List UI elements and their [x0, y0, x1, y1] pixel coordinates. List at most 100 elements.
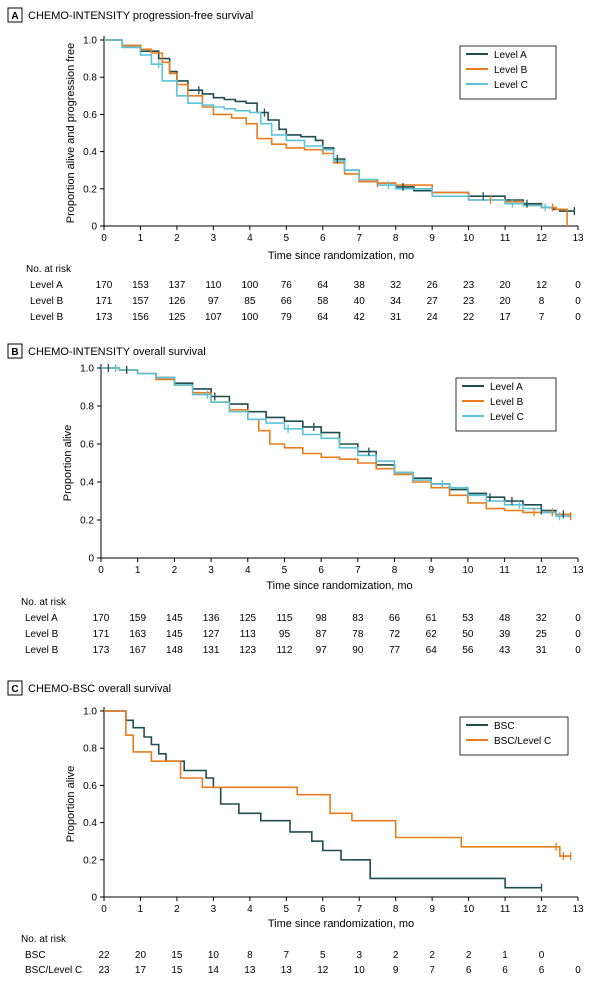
risk-value: 10: [354, 965, 366, 976]
risk-value: 9: [393, 965, 399, 976]
x-tick-label: 6: [318, 565, 324, 576]
x-tick-label: 7: [356, 233, 362, 244]
risk-value: 23: [463, 280, 475, 291]
risk-value: 72: [389, 629, 401, 640]
risk-value: 136: [203, 613, 220, 624]
y-tick-label: 0.4: [83, 147, 97, 158]
risk-value: 0: [539, 950, 545, 961]
series-line-level-c: [104, 39, 553, 209]
risk-value: 156: [132, 312, 149, 323]
x-tick-label: 13: [572, 565, 584, 576]
risk-value: 6: [466, 965, 472, 976]
x-tick-label: 5: [284, 233, 290, 244]
risk-table-heading: No. at risk: [21, 597, 67, 608]
x-tick-label: 5: [284, 904, 290, 915]
risk-value: 95: [279, 629, 291, 640]
risk-value: 107: [205, 312, 222, 323]
risk-value: 87: [316, 629, 328, 640]
risk-value: 66: [281, 296, 293, 307]
risk-value: 13: [281, 965, 293, 976]
risk-value: 7: [539, 312, 545, 323]
risk-value: 0: [575, 312, 581, 323]
risk-value: 173: [96, 312, 113, 323]
risk-value: 0: [575, 965, 581, 976]
risk-value: 145: [166, 629, 183, 640]
risk-value: 14: [208, 965, 220, 976]
y-tick-label: 0.8: [83, 73, 97, 84]
risk-value: 32: [390, 280, 402, 291]
risk-value: 43: [499, 645, 511, 656]
risk-value: 125: [169, 312, 186, 323]
x-tick-label: 8: [393, 233, 399, 244]
x-tick-label: 1: [138, 233, 144, 244]
risk-value: 137: [169, 280, 186, 291]
x-axis-label: Time since randomization, mo: [266, 580, 412, 592]
x-tick-label: 0: [98, 565, 104, 576]
legend-label: Level B: [494, 65, 528, 76]
risk-value: 20: [500, 296, 512, 307]
x-tick-label: 2: [174, 904, 180, 915]
risk-value: 48: [499, 613, 511, 624]
risk-value: 123: [239, 645, 256, 656]
risk-value: 163: [129, 629, 146, 640]
legend-label: Level A: [494, 50, 527, 61]
panel-letter-box: [7, 343, 23, 359]
series-line-level-c: [101, 367, 572, 520]
x-tick-label: 12: [536, 904, 548, 915]
risk-value: 100: [242, 312, 259, 323]
y-axis-label: Proportion alive and progression free: [65, 43, 77, 223]
x-tick-label: 11: [500, 233, 511, 244]
y-tick-label: 1.0: [80, 364, 94, 375]
risk-value: 90: [352, 645, 364, 656]
y-tick-label: 0: [91, 893, 97, 904]
risk-value: 171: [93, 629, 110, 640]
x-tick-label: 7: [356, 904, 362, 915]
panel-b: B CHEMO-INTENSITY overall survival 0 0.2 0.4…: [7, 343, 584, 656]
risk-value: 26: [427, 280, 439, 291]
x-tick-label: 6: [320, 233, 326, 244]
risk-value: 100: [242, 280, 259, 291]
risk-value: 27: [427, 296, 439, 307]
risk-value: 125: [239, 613, 256, 624]
panel-title: CHEMO-INTENSITY overall survival: [28, 346, 206, 358]
y-tick-label: 1.0: [83, 707, 97, 718]
series-line-level-a: [104, 39, 575, 212]
y-tick-label: 0.4: [83, 818, 97, 829]
risk-value: 13: [244, 965, 256, 976]
risk-value: 31: [536, 645, 548, 656]
x-tick-label: 2: [174, 233, 180, 244]
risk-value: 42: [354, 312, 366, 323]
series-line-bsc-level-c: [104, 710, 571, 857]
risk-value: 0: [575, 629, 581, 640]
risk-value: 79: [281, 312, 293, 323]
risk-value: 20: [135, 950, 147, 961]
x-tick-label: 2: [172, 565, 178, 576]
risk-value: 0: [575, 280, 581, 291]
panel-letter-box: [7, 680, 23, 696]
y-tick-label: 0.6: [83, 781, 97, 792]
x-tick-label: 10: [462, 565, 474, 576]
risk-table-heading: No. at risk: [21, 934, 67, 945]
risk-value: 5: [320, 950, 326, 961]
legend-label: Level C: [490, 412, 524, 423]
risk-row-label: BSC: [25, 950, 46, 961]
x-tick-label: 1: [135, 565, 141, 576]
x-axis-label: Time since randomization, mo: [268, 250, 414, 262]
risk-value: 66: [389, 613, 401, 624]
risk-row-label: BSC/Level C: [25, 965, 82, 976]
x-tick-label: 4: [245, 565, 251, 576]
x-tick-label: 0: [101, 904, 107, 915]
risk-value: 7: [284, 950, 290, 961]
risk-value: 58: [317, 296, 329, 307]
y-tick-label: 0: [88, 554, 94, 565]
risk-value: 17: [500, 312, 512, 323]
risk-value: 31: [390, 312, 402, 323]
risk-value: 12: [317, 965, 329, 976]
legend-box: [459, 716, 569, 756]
risk-value: 24: [427, 312, 439, 323]
x-tick-label: 9: [429, 233, 435, 244]
risk-value: 15: [171, 950, 183, 961]
risk-value: 6: [502, 965, 508, 976]
x-tick-label: 13: [572, 233, 584, 244]
risk-value: 0: [575, 645, 581, 656]
